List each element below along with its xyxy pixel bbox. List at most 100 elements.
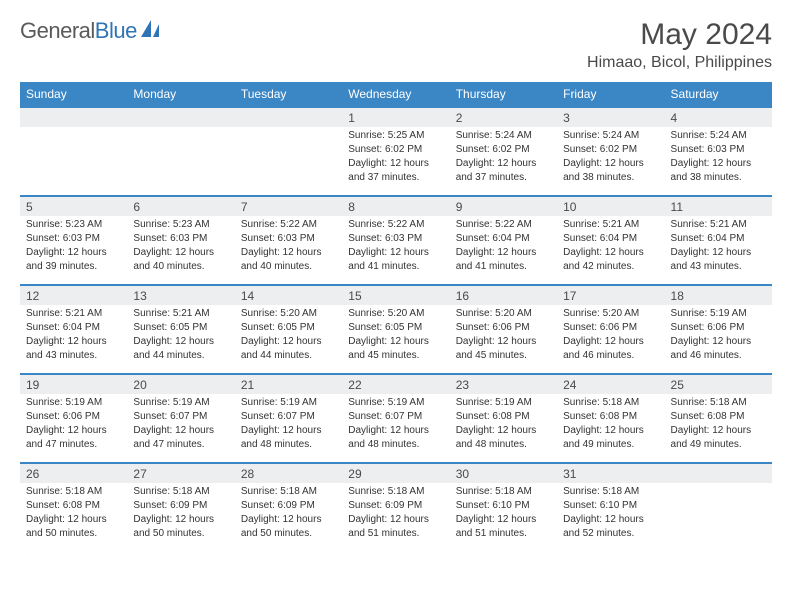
sunrise-line: Sunrise: 5:23 AM: [26, 218, 121, 232]
weekday-header: Thursday: [450, 82, 557, 107]
daylight-line: Daylight: 12 hours and 37 minutes.: [456, 157, 551, 185]
date-cell: 11: [665, 196, 772, 216]
info-cell: Sunrise: 5:24 AMSunset: 6:03 PMDaylight:…: [665, 127, 772, 196]
daylight-line: Daylight: 12 hours and 38 minutes.: [671, 157, 766, 185]
calendar-info-row: Sunrise: 5:25 AMSunset: 6:02 PMDaylight:…: [20, 127, 772, 196]
info-cell: Sunrise: 5:18 AMSunset: 6:09 PMDaylight:…: [127, 483, 234, 551]
calendar-date-row: 567891011: [20, 196, 772, 216]
sunset-line: Sunset: 6:02 PM: [563, 143, 658, 157]
info-cell: Sunrise: 5:21 AMSunset: 6:04 PMDaylight:…: [557, 216, 664, 285]
sunset-line: Sunset: 6:08 PM: [671, 410, 766, 424]
info-cell: Sunrise: 5:21 AMSunset: 6:05 PMDaylight:…: [127, 305, 234, 374]
info-cell: Sunrise: 5:24 AMSunset: 6:02 PMDaylight:…: [557, 127, 664, 196]
daylight-line: Daylight: 12 hours and 48 minutes.: [456, 424, 551, 452]
daylight-line: Daylight: 12 hours and 37 minutes.: [348, 157, 443, 185]
sunset-line: Sunset: 6:03 PM: [241, 232, 336, 246]
daylight-line: Daylight: 12 hours and 46 minutes.: [671, 335, 766, 363]
date-cell: 16: [450, 285, 557, 305]
date-cell: 10: [557, 196, 664, 216]
sunset-line: Sunset: 6:04 PM: [671, 232, 766, 246]
date-cell: 6: [127, 196, 234, 216]
daylight-line: Daylight: 12 hours and 44 minutes.: [133, 335, 228, 363]
calendar-header-row: SundayMondayTuesdayWednesdayThursdayFrid…: [20, 82, 772, 107]
date-cell: 22: [342, 374, 449, 394]
date-cell: 24: [557, 374, 664, 394]
sunrise-line: Sunrise: 5:22 AM: [348, 218, 443, 232]
daylight-line: Daylight: 12 hours and 45 minutes.: [348, 335, 443, 363]
weekday-header: Tuesday: [235, 82, 342, 107]
weekday-header: Saturday: [665, 82, 772, 107]
daylight-line: Daylight: 12 hours and 52 minutes.: [563, 513, 658, 541]
sunrise-line: Sunrise: 5:22 AM: [241, 218, 336, 232]
date-cell: 7: [235, 196, 342, 216]
sunrise-line: Sunrise: 5:18 AM: [671, 396, 766, 410]
brand-logo: GeneralBlue: [20, 18, 163, 44]
sunrise-line: Sunrise: 5:20 AM: [241, 307, 336, 321]
info-cell: Sunrise: 5:20 AMSunset: 6:05 PMDaylight:…: [235, 305, 342, 374]
date-cell: 19: [20, 374, 127, 394]
daylight-line: Daylight: 12 hours and 50 minutes.: [241, 513, 336, 541]
info-cell: Sunrise: 5:21 AMSunset: 6:04 PMDaylight:…: [665, 216, 772, 285]
sunset-line: Sunset: 6:08 PM: [26, 499, 121, 513]
info-cell: Sunrise: 5:20 AMSunset: 6:06 PMDaylight:…: [450, 305, 557, 374]
sunrise-line: Sunrise: 5:18 AM: [241, 485, 336, 499]
sunrise-line: Sunrise: 5:24 AM: [563, 129, 658, 143]
daylight-line: Daylight: 12 hours and 51 minutes.: [456, 513, 551, 541]
date-cell: 2: [450, 107, 557, 127]
title-block: May 2024 Himaao, Bicol, Philippines: [587, 18, 772, 72]
sunset-line: Sunset: 6:02 PM: [456, 143, 551, 157]
calendar-info-row: Sunrise: 5:21 AMSunset: 6:04 PMDaylight:…: [20, 305, 772, 374]
weekday-header: Friday: [557, 82, 664, 107]
sunset-line: Sunset: 6:04 PM: [563, 232, 658, 246]
date-cell: 9: [450, 196, 557, 216]
sunset-line: Sunset: 6:05 PM: [133, 321, 228, 335]
sunrise-line: Sunrise: 5:21 AM: [26, 307, 121, 321]
date-cell: 5: [20, 196, 127, 216]
sunrise-line: Sunrise: 5:20 AM: [348, 307, 443, 321]
sunrise-line: Sunrise: 5:20 AM: [456, 307, 551, 321]
date-cell: 3: [557, 107, 664, 127]
sunrise-line: Sunrise: 5:18 AM: [26, 485, 121, 499]
sunset-line: Sunset: 6:06 PM: [456, 321, 551, 335]
daylight-line: Daylight: 12 hours and 47 minutes.: [133, 424, 228, 452]
daylight-line: Daylight: 12 hours and 41 minutes.: [456, 246, 551, 274]
sunset-line: Sunset: 6:05 PM: [348, 321, 443, 335]
date-cell: 21: [235, 374, 342, 394]
sunset-line: Sunset: 6:04 PM: [456, 232, 551, 246]
sunrise-line: Sunrise: 5:19 AM: [348, 396, 443, 410]
sunset-line: Sunset: 6:02 PM: [348, 143, 443, 157]
sunrise-line: Sunrise: 5:19 AM: [456, 396, 551, 410]
daylight-line: Daylight: 12 hours and 49 minutes.: [563, 424, 658, 452]
info-cell: [20, 127, 127, 196]
info-cell: Sunrise: 5:18 AMSunset: 6:08 PMDaylight:…: [557, 394, 664, 463]
page-header: GeneralBlue May 2024 Himaao, Bicol, Phil…: [20, 18, 772, 72]
sunset-line: Sunset: 6:07 PM: [241, 410, 336, 424]
sunset-line: Sunset: 6:06 PM: [26, 410, 121, 424]
date-cell: [20, 107, 127, 127]
daylight-line: Daylight: 12 hours and 38 minutes.: [563, 157, 658, 185]
daylight-line: Daylight: 12 hours and 48 minutes.: [348, 424, 443, 452]
date-cell: 28: [235, 463, 342, 483]
date-cell: 17: [557, 285, 664, 305]
info-cell: Sunrise: 5:21 AMSunset: 6:04 PMDaylight:…: [20, 305, 127, 374]
daylight-line: Daylight: 12 hours and 48 minutes.: [241, 424, 336, 452]
info-cell: Sunrise: 5:20 AMSunset: 6:06 PMDaylight:…: [557, 305, 664, 374]
daylight-line: Daylight: 12 hours and 50 minutes.: [133, 513, 228, 541]
sunrise-line: Sunrise: 5:21 AM: [133, 307, 228, 321]
info-cell: Sunrise: 5:24 AMSunset: 6:02 PMDaylight:…: [450, 127, 557, 196]
daylight-line: Daylight: 12 hours and 49 minutes.: [671, 424, 766, 452]
info-cell: [235, 127, 342, 196]
sunrise-line: Sunrise: 5:18 AM: [456, 485, 551, 499]
date-cell: 14: [235, 285, 342, 305]
info-cell: Sunrise: 5:18 AMSunset: 6:10 PMDaylight:…: [557, 483, 664, 551]
info-cell: Sunrise: 5:19 AMSunset: 6:06 PMDaylight:…: [20, 394, 127, 463]
daylight-line: Daylight: 12 hours and 47 minutes.: [26, 424, 121, 452]
date-cell: [665, 463, 772, 483]
sunset-line: Sunset: 6:05 PM: [241, 321, 336, 335]
daylight-line: Daylight: 12 hours and 45 minutes.: [456, 335, 551, 363]
sunset-line: Sunset: 6:06 PM: [671, 321, 766, 335]
calendar-date-row: 1234: [20, 107, 772, 127]
sunset-line: Sunset: 6:08 PM: [563, 410, 658, 424]
calendar-info-row: Sunrise: 5:19 AMSunset: 6:06 PMDaylight:…: [20, 394, 772, 463]
info-cell: Sunrise: 5:18 AMSunset: 6:08 PMDaylight:…: [665, 394, 772, 463]
